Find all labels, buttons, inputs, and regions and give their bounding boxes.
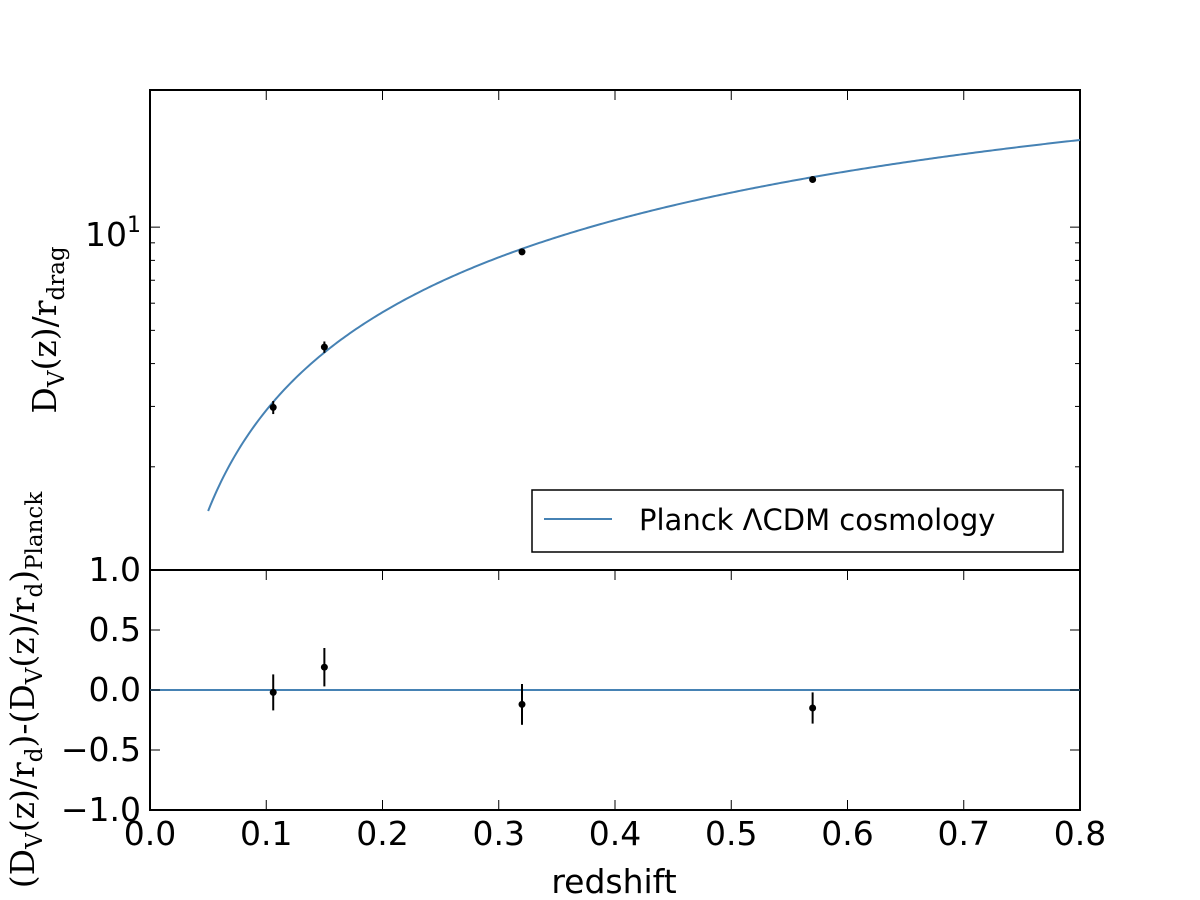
top-major-ticks [150, 90, 1080, 228]
bottom-data-points [269, 648, 817, 725]
bottom-ylabel-sub: d [22, 747, 48, 762]
top-ytick-label-1: 1.0 [89, 550, 141, 589]
top-ylabel-part: (z)/r [25, 300, 64, 370]
top-ytick-label-10-base: 10 [85, 215, 127, 254]
top-ytick-label-10-exp: 1 [127, 213, 141, 238]
top-ytick-label-10: 101 [85, 213, 141, 254]
xtick-label: 0.3 [473, 814, 525, 853]
bottom-ytick-label: 0.0 [89, 670, 141, 709]
xtick-label: 0.4 [589, 814, 641, 853]
top-ylabel-sub2: drag [44, 246, 70, 300]
bottom-ytick-label: −1.0 [61, 790, 141, 829]
top-ylabel-sub1: V [44, 370, 70, 388]
xlabel: redshift [551, 862, 676, 900]
xtick-label: 0.8 [1054, 814, 1106, 853]
bottom-panel: −1.0−0.50.00.5 0.0 0.1 0.2 0.3 0.4 0.5 0.6 0.7 0… [3, 491, 1106, 900]
bottom-ylabel-sub: Planck [22, 491, 48, 570]
bottom-ytick-labels: −1.0 −0.5 0.0 0.5 [61, 610, 141, 829]
bottom-data-point-2 [518, 700, 526, 708]
bottom-data-point-3 [809, 704, 817, 712]
top-minor-ticks [150, 242, 1080, 468]
bottom-ylabel-text: (DV(z)/rd)-(DV(z)/rd)Planck [3, 491, 48, 889]
legend-box [531, 489, 1064, 553]
top-data-point-3 [809, 176, 817, 184]
bottom-ylabel-sub: d [22, 583, 48, 598]
bottom-ylabel-part: (z)/r [3, 597, 42, 667]
xtick-label: 0.5 [705, 814, 757, 853]
bottom-data-point-0 [269, 688, 277, 696]
bottom-ylabel-sub: V [22, 667, 48, 685]
bottom-ylabel-sub: V [22, 832, 48, 850]
top-ylabel-text: DV(z)/rdrag [25, 246, 70, 414]
xtick-label: 0.6 [821, 814, 873, 853]
legend: Planck ΛCDM cosmology [531, 489, 1064, 553]
bottom-ylabel: (DV(z)/rd)-(DV(z)/rd)Planck [3, 491, 48, 889]
model-curve [207, 138, 1081, 512]
top-data-point-0 [269, 403, 277, 411]
xtick-labels: 0.0 0.1 0.2 0.3 0.4 0.5 0.6 0.7 0.8 [124, 814, 1106, 853]
legend-label: Planck ΛCDM cosmology [639, 503, 995, 537]
bottom-data-point-1 [320, 663, 328, 671]
top-ylabel-part: D [25, 387, 64, 413]
xtick-label: 0.7 [938, 814, 990, 853]
top-data-point-2 [518, 248, 526, 256]
top-panel: 1.0 101 DV(z)/rdrag Planck ΛCDM cosmolog… [25, 89, 1081, 589]
xtick-label: 0.2 [356, 814, 408, 853]
top-data-points [269, 176, 817, 415]
bottom-ylabel-part: (D [3, 849, 42, 888]
bottom-ylabel-part: ) [3, 570, 42, 583]
bottom-ticks [150, 570, 1080, 810]
xtick-label: 0.0 [124, 814, 176, 853]
top-ylabel: DV(z)/rdrag [25, 246, 70, 414]
bottom-ytick-label: 0.5 [89, 610, 141, 649]
bottom-ylabel-part: (z)/r [3, 762, 42, 832]
bottom-ylabel-part: )-(D [3, 684, 42, 747]
bottom-ytick-label: −0.5 [61, 730, 141, 769]
xtick-label: 0.1 [240, 814, 292, 853]
top-data-point-1 [320, 343, 328, 351]
